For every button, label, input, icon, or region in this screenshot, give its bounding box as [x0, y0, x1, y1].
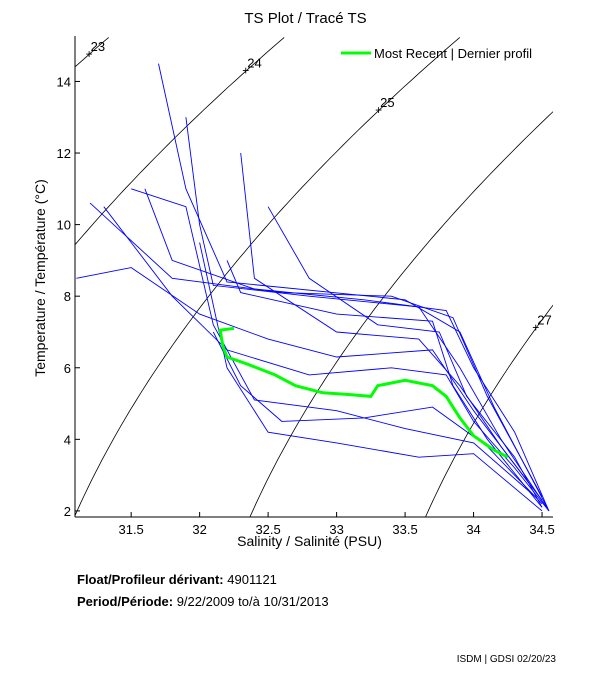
- float-label: Float/Profileur dérivant:: [77, 572, 224, 587]
- period-label: Period/Période:: [77, 594, 174, 609]
- density-contour-27: [425, 304, 553, 517]
- profile-line-7: [199, 242, 543, 512]
- float-id: 4901121: [227, 572, 277, 587]
- period-end: 10/31/2013: [263, 594, 329, 609]
- period-start: 9/22/2009: [176, 594, 235, 609]
- contour-marker: +: [86, 47, 93, 61]
- x-tick-label: 33.5: [392, 522, 417, 537]
- contour-marker: +: [532, 321, 539, 335]
- x-axis-label: Salinity / Salinité (PSU): [237, 533, 382, 549]
- recent-profile-line: [218, 326, 509, 459]
- x-tick-label: 31.5: [118, 522, 143, 537]
- y-tick-label: 2: [64, 504, 71, 519]
- profile-line-9: [267, 206, 543, 508]
- profile-line-11: [89, 202, 543, 497]
- contour-marker: +: [242, 64, 249, 78]
- density-contour-25: [75, 37, 461, 517]
- profile-line-3: [212, 331, 543, 505]
- legend-label: Most Recent | Dernier profil: [374, 46, 532, 61]
- y-tick-label: 10: [57, 218, 71, 233]
- y-tick-label: 4: [64, 432, 71, 447]
- y-tick-label: 6: [64, 361, 71, 376]
- x-tick-label: 34: [466, 522, 480, 537]
- profile-line-0: [185, 117, 550, 512]
- x-tick-label: 32: [192, 522, 206, 537]
- profile-line-8: [158, 63, 550, 512]
- profile-line-4: [144, 188, 550, 512]
- x-tick-label: 34.5: [529, 522, 554, 537]
- chart-title: TS Plot / Tracé TS: [244, 10, 367, 27]
- y-tick-label: 12: [57, 146, 71, 161]
- profile-line-1: [226, 260, 543, 508]
- float-info: Float/Profileur dérivant: 4901121: [77, 572, 277, 587]
- y-tick-label: 8: [64, 289, 71, 304]
- contour-marker: +: [375, 103, 382, 117]
- profile-line-2: [103, 206, 550, 512]
- density-contour-26: [249, 111, 553, 517]
- contour-label-23: 23: [91, 39, 105, 54]
- period-to: to/à: [238, 594, 260, 609]
- contour-label-24: 24: [247, 56, 261, 71]
- contour-label-25: 25: [380, 95, 394, 110]
- contour-label-27: 27: [537, 313, 551, 328]
- y-tick-label: 14: [57, 74, 71, 89]
- profile-line-10: [131, 188, 536, 497]
- x-tick-label: 32.5: [255, 522, 280, 537]
- x-tick-label: 33: [329, 522, 343, 537]
- profile-line-6: [76, 267, 529, 483]
- y-axis-label: Temperature / Température (°C): [32, 179, 48, 377]
- credit-text: ISDM | GDSI 02/20/23: [456, 654, 556, 665]
- density-contour-23: [75, 37, 109, 68]
- density-contour-24: [75, 37, 285, 246]
- period-info: Period/Période: 9/22/2009 to/à 10/31/201…: [77, 594, 329, 609]
